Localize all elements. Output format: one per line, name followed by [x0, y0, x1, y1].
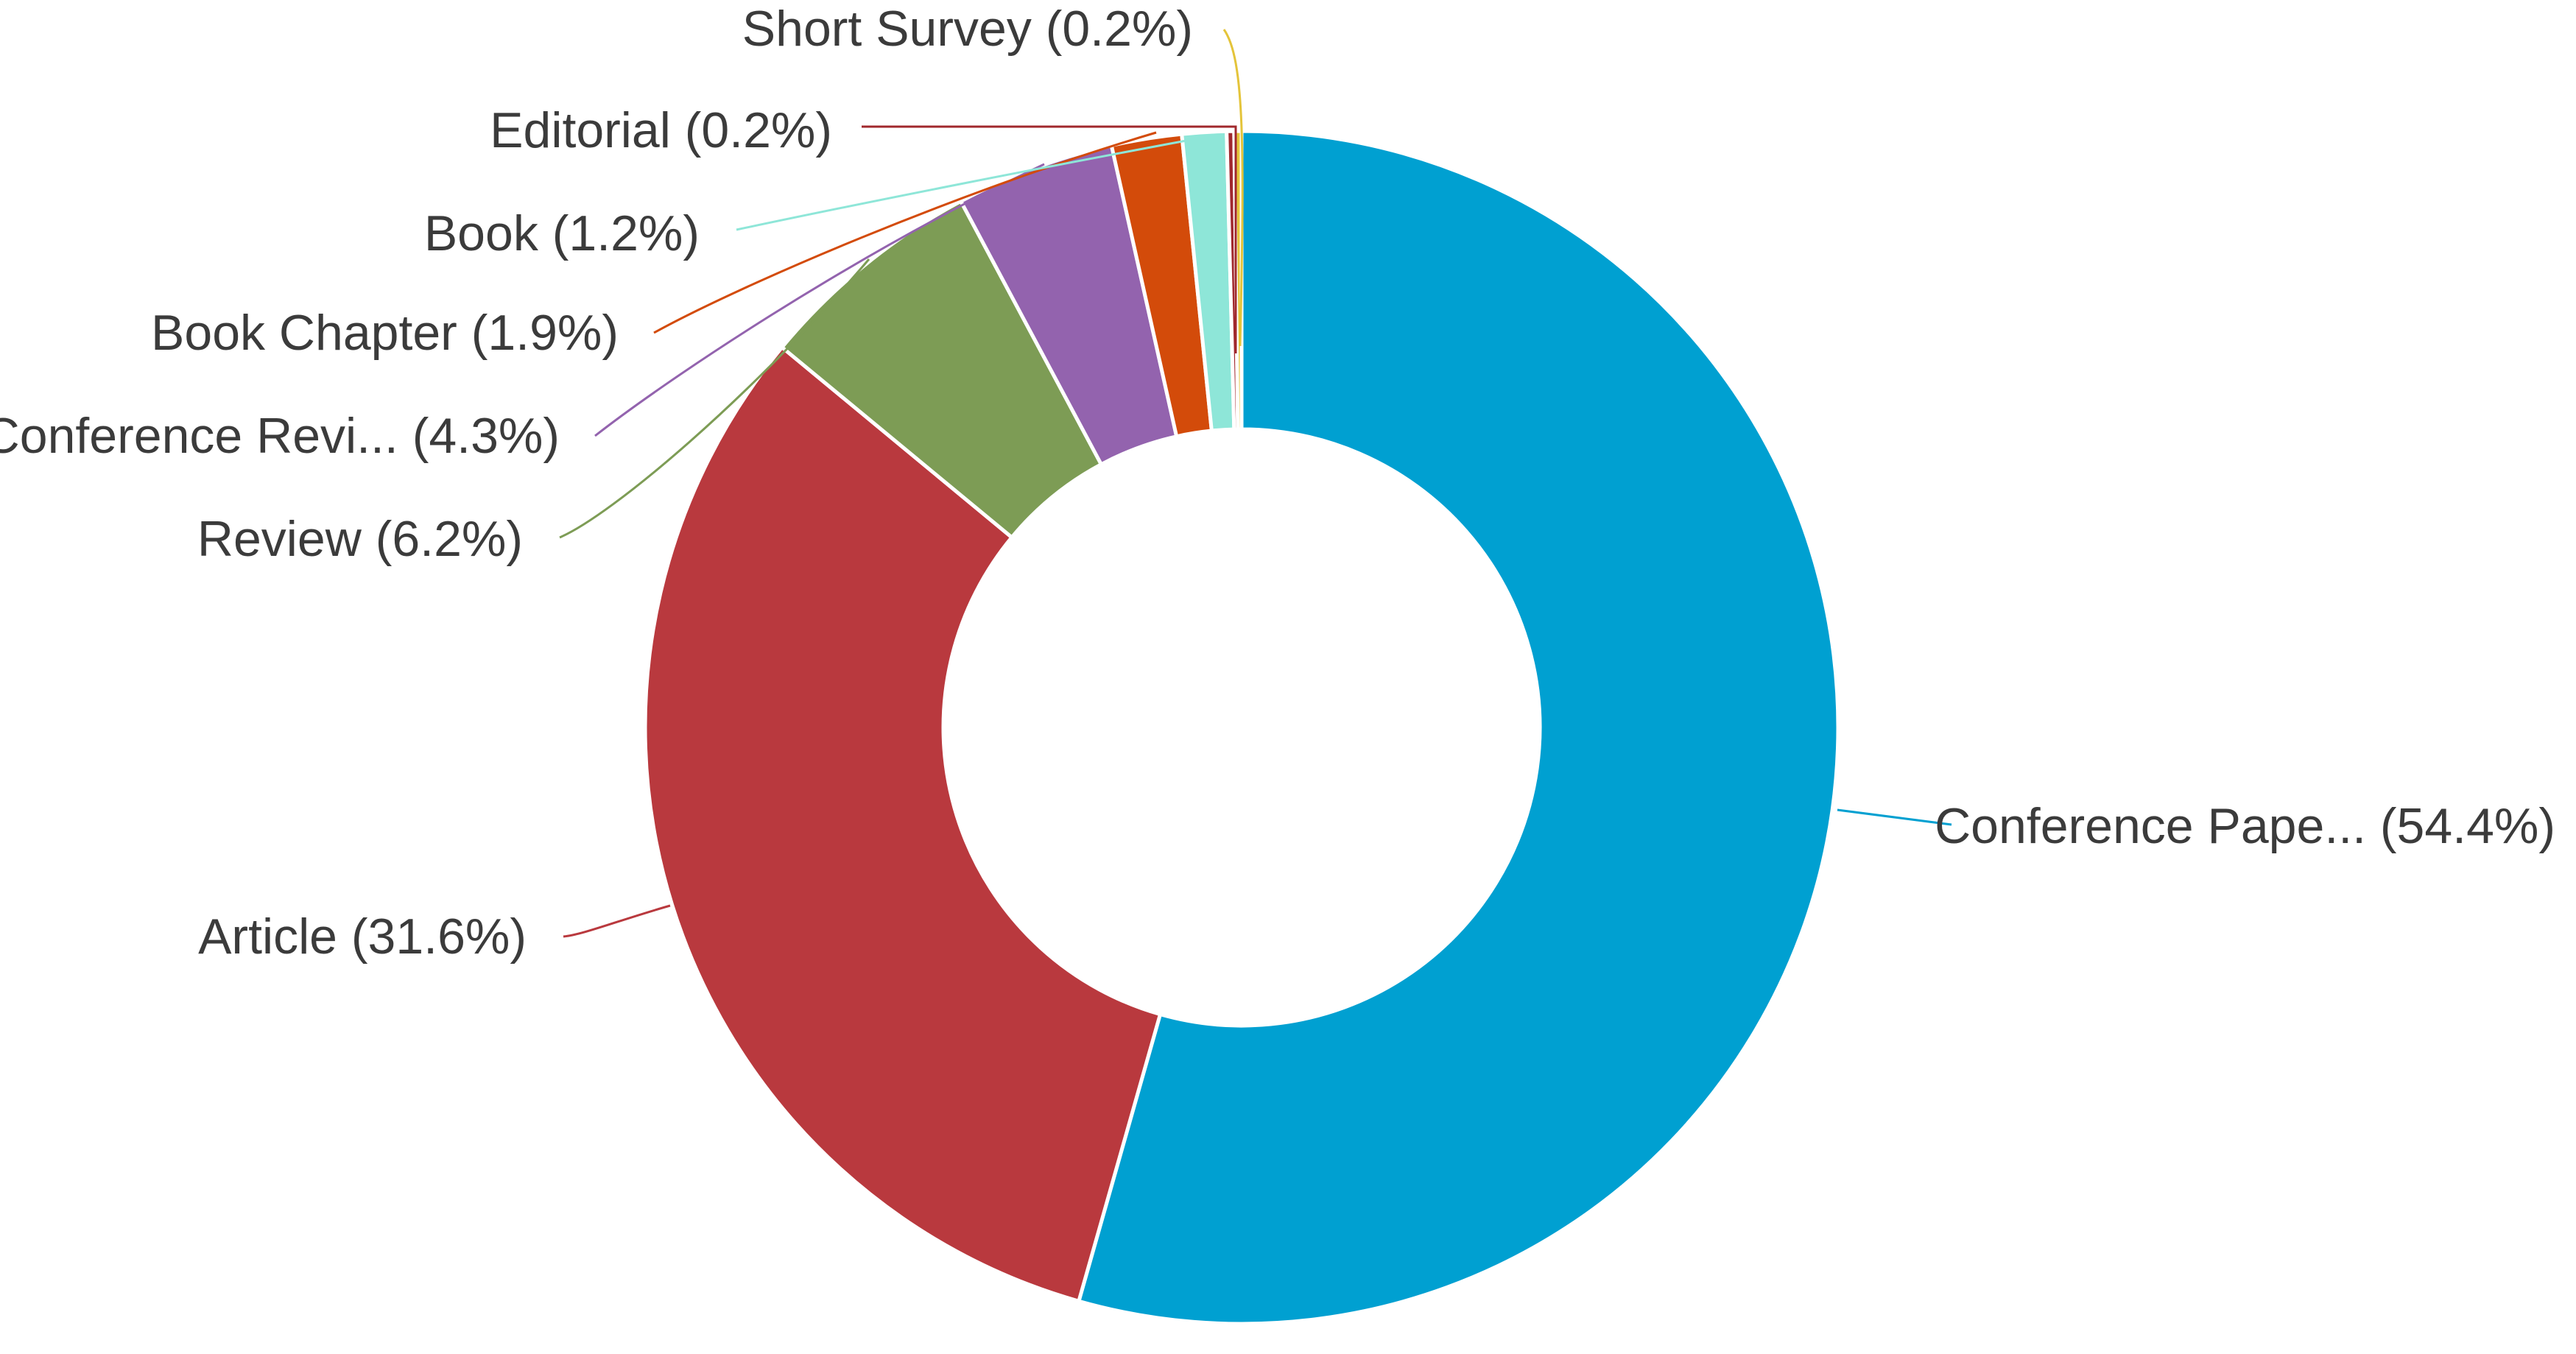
leader-line-conference-revi: [594, 163, 1045, 437]
label-group: Conference Pape... (54.4%) Article (31.6%…: [0, 1, 2555, 965]
data-label-short-survey: Short Survey (0.2%): [742, 1, 1193, 57]
leader-line-review: [559, 258, 870, 539]
leader-line-book-chapter: [653, 131, 1157, 334]
slice-group: [643, 129, 1840, 1326]
leader-line-short-survey: [1222, 29, 1244, 347]
data-label-conference-revi: Conference Revi... (4.3%): [0, 408, 560, 464]
slice-article[interactable]: [643, 345, 1163, 1304]
data-label-book-chapter: Book Chapter (1.9%): [151, 305, 619, 361]
leader-line-group: [559, 29, 1952, 938]
data-label-book: Book (1.2%): [424, 205, 700, 261]
leader-line-article: [563, 904, 671, 938]
data-label-review: Review (6.2%): [197, 511, 523, 567]
leader-line-editorial: [862, 125, 1237, 353]
leader-line-book: [736, 135, 1211, 231]
data-label-conference-pape: Conference Pape... (54.4%): [1935, 798, 2555, 854]
slice-conference-pape[interactable]: [1076, 129, 1840, 1326]
leader-line-conference-pape: [1837, 808, 1952, 826]
data-label-article: Article (31.6%): [198, 909, 527, 965]
data-label-editorial: Editorial (0.2%): [490, 102, 832, 158]
